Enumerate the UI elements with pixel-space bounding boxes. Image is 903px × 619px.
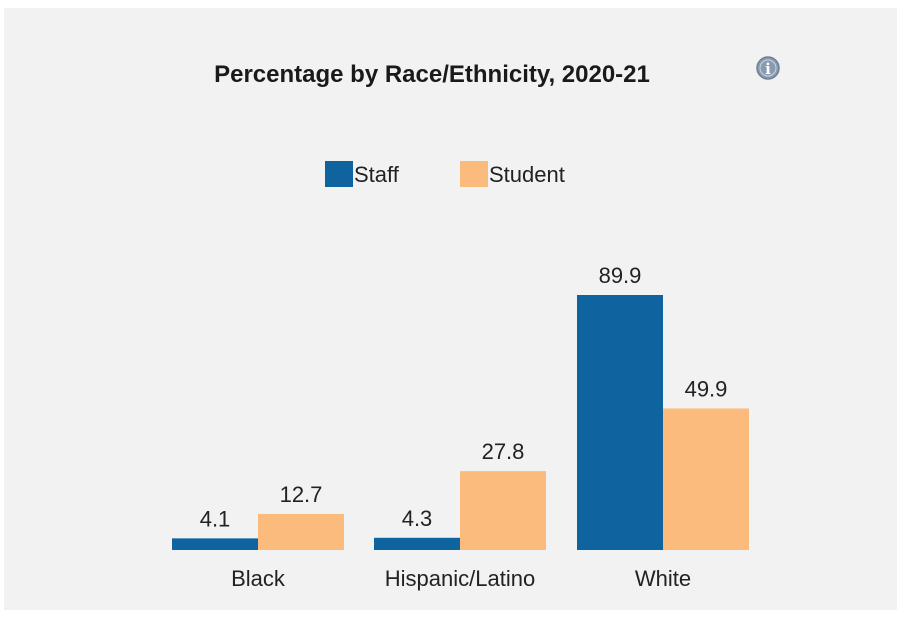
value-label-student-black: 12.7	[280, 482, 323, 507]
bar-student-black[interactable]	[258, 513, 344, 550]
bar-student-hispanic-latino[interactable]	[460, 471, 546, 550]
legend-label-staff: Staff	[354, 162, 400, 187]
legend-label-student: Student	[489, 162, 565, 187]
value-label-staff-black: 4.1	[200, 506, 231, 531]
chart-title: Percentage by Race/Ethnicity, 2020-21	[214, 61, 650, 88]
value-labels: 4.1 12.7 4.3 27.8 89.9 49.9	[200, 263, 728, 531]
bar-student-white[interactable]	[663, 408, 749, 550]
value-label-staff-hispanic-latino: 4.3	[402, 506, 433, 531]
category-label-hispanic-latino: Hispanic/Latino	[385, 566, 535, 591]
bar-staff-white[interactable]	[577, 295, 663, 550]
value-label-student-white: 49.9	[685, 376, 728, 401]
info-icon[interactable]: i	[756, 56, 780, 80]
legend: Staff Student	[325, 161, 565, 187]
bar-staff-hispanic-latino[interactable]	[374, 537, 460, 550]
bars	[172, 295, 749, 550]
category-labels: Black Hispanic/Latino White	[231, 566, 691, 591]
category-label-black: Black	[231, 566, 286, 591]
svg-text:i: i	[765, 60, 771, 78]
category-label-white: White	[635, 566, 691, 591]
legend-swatch-student[interactable]	[460, 161, 488, 187]
value-label-student-hispanic-latino: 27.8	[482, 439, 525, 464]
legend-swatch-staff[interactable]	[325, 161, 353, 187]
bar-staff-black[interactable]	[172, 538, 258, 550]
value-label-staff-white: 89.9	[599, 263, 642, 288]
